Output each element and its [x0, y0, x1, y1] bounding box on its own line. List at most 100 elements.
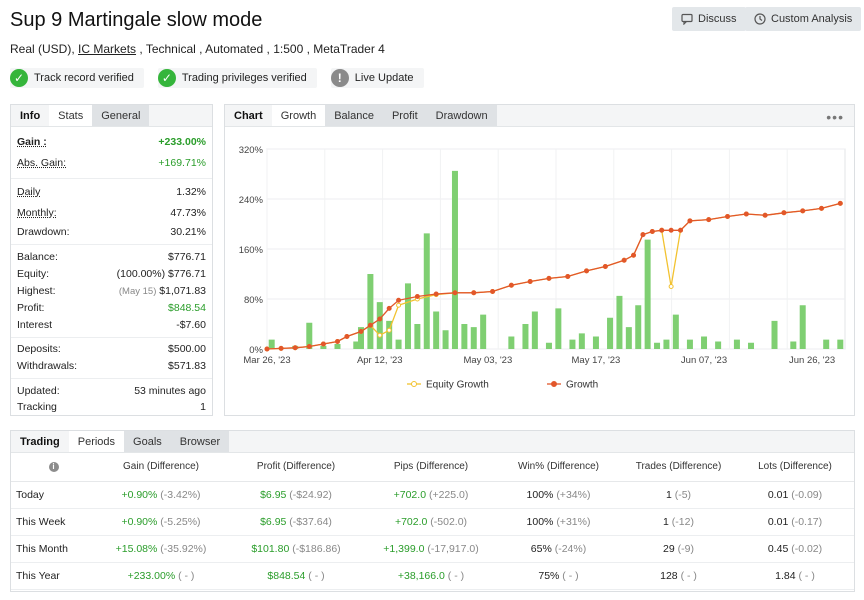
growth-point: [565, 274, 571, 279]
gain-row: Gain : +233.00%: [17, 136, 206, 148]
tab-chart[interactable]: Chart: [234, 109, 263, 122]
tab-general[interactable]: General: [92, 105, 150, 126]
page-title: Sup 9 Martingale slow mode: [10, 9, 263, 31]
bar: [748, 342, 755, 349]
equity-value: $776.71: [168, 268, 206, 280]
pips-value: +1,399.0: [383, 542, 425, 555]
bar: [353, 341, 360, 349]
tab-drawdown[interactable]: Drawdown: [426, 105, 497, 126]
bar: [423, 233, 430, 349]
profit-cell: $848.54 ( - ): [226, 562, 366, 590]
tab-trading[interactable]: Trading: [20, 435, 60, 448]
info-header[interactable]: i: [11, 453, 96, 482]
chart-panel: Chart Growth Balance Profit Drawdown •••…: [224, 104, 855, 416]
trades-value: 128: [660, 569, 678, 582]
broker-link[interactable]: IC Markets: [78, 42, 137, 56]
highest-row: Highest: (May 15) $1,071.83: [17, 285, 206, 297]
profit-value: $848.54: [267, 569, 306, 582]
highest-label: Highest:: [17, 285, 56, 297]
bottom-tabs: Trading Periods Goals Browser: [11, 431, 854, 453]
exclamation-icon: !: [330, 69, 349, 87]
growth-point: [508, 282, 514, 288]
tab-periods[interactable]: Periods: [68, 431, 125, 452]
tab-goals[interactable]: Goals: [124, 431, 171, 452]
col-win[interactable]: Win% (Difference): [496, 453, 621, 482]
growth-point: [678, 227, 684, 233]
bar: [470, 327, 477, 349]
table-row: Today +0.90% (-3.42%) $6.95 (-$24.92) +702.…: [11, 481, 854, 509]
track-record-badge[interactable]: ✓ Track record verified: [10, 68, 144, 88]
bar: [433, 311, 440, 349]
trades-value: 1: [665, 488, 672, 501]
bar: [837, 339, 844, 349]
deposits-value: $500.00: [168, 343, 206, 355]
equity-growth-point: [668, 284, 674, 289]
growth-point: [837, 200, 843, 206]
info-icon[interactable]: i: [48, 461, 59, 472]
profit-label: Profit:: [17, 302, 45, 314]
growth-point: [546, 275, 552, 281]
pips-diff: (-502.0): [430, 515, 468, 528]
growth-point: [490, 289, 496, 294]
pips-value: +702.0: [394, 515, 428, 528]
bar: [686, 339, 693, 349]
win-cell: 100% (+34%): [496, 481, 621, 509]
daily-label[interactable]: Daily: [17, 186, 41, 198]
win-cell: 75% ( - ): [496, 562, 621, 590]
col-pips[interactable]: Pips (Difference): [366, 453, 496, 482]
tab-growth[interactable]: Growth: [271, 105, 326, 126]
col-profit[interactable]: Profit (Difference): [226, 453, 366, 482]
lots-diff: ( - ): [798, 569, 815, 582]
deposits-row: Deposits: $500.00: [17, 343, 206, 355]
col-gain[interactable]: Gain (Difference): [96, 453, 226, 482]
trades-diff: ( - ): [680, 569, 697, 582]
tab-info[interactable]: Info: [20, 109, 41, 122]
gain-cell: +0.90% (-3.42%): [96, 481, 226, 509]
period-label: This Year: [11, 562, 96, 590]
win-cell: 100% (+31%): [496, 508, 621, 536]
x-tick-label: Mar 26, '23: [243, 355, 290, 366]
subtitle-suffix: , Technical , Automated , 1:500 , MetaTr…: [136, 42, 385, 56]
trades-cell: 29 (-9): [621, 535, 736, 563]
bar: [799, 305, 806, 349]
bar: [531, 311, 538, 349]
abs-gain-row: Abs. Gain: +169.71%: [17, 157, 206, 169]
bar: [357, 327, 364, 349]
balance-label: Balance:: [17, 251, 58, 263]
pips-cell: +1,399.0 (-17,917.0): [366, 535, 496, 563]
growth-point: [386, 305, 392, 311]
bar: [480, 314, 487, 349]
growth-point: [584, 268, 590, 274]
tab-browser[interactable]: Browser: [170, 431, 230, 452]
withdrawals-label: Withdrawals:: [17, 360, 78, 372]
gain-cell: +0.90% (-5.25%): [96, 508, 226, 536]
period-label: This Week: [11, 508, 96, 536]
bar: [635, 305, 642, 349]
live-update-badge[interactable]: ! Live Update: [330, 68, 424, 88]
lots-value: 0.01: [767, 515, 789, 528]
daily-value: 1.32%: [176, 186, 206, 198]
bar: [644, 239, 651, 349]
table-header-row: i Gain (Difference) Profit (Difference) …: [11, 453, 854, 482]
y-tick-label: 160%: [239, 245, 264, 256]
tab-stats[interactable]: Stats: [49, 105, 93, 126]
subtitle-prefix: Real (USD),: [10, 42, 79, 56]
tab-balance[interactable]: Balance: [325, 105, 383, 126]
col-lots[interactable]: Lots (Difference): [736, 453, 854, 482]
legend-label: Growth: [566, 380, 598, 391]
trading-privileges-badge[interactable]: ✓ Trading privileges verified: [157, 68, 317, 88]
more-options-icon[interactable]: •••: [826, 109, 844, 125]
bar: [461, 324, 468, 349]
abs-gain-label[interactable]: Abs. Gain:: [17, 157, 67, 169]
interest-row: Interest -$7.60: [17, 319, 206, 331]
custom-analysis-button[interactable]: Custom Analysis: [745, 7, 862, 31]
tab-profit[interactable]: Profit: [382, 105, 427, 126]
growth-point: [621, 257, 627, 263]
col-trades[interactable]: Trades (Difference): [621, 453, 736, 482]
growth-point: [367, 322, 373, 328]
discuss-button[interactable]: Discuss: [672, 7, 746, 31]
profit-cell: $6.95 (-$24.92): [226, 481, 366, 509]
deposits-label: Deposits:: [17, 343, 61, 355]
monthly-label[interactable]: Monthly:: [17, 207, 57, 219]
gain-label[interactable]: Gain :: [17, 136, 47, 148]
